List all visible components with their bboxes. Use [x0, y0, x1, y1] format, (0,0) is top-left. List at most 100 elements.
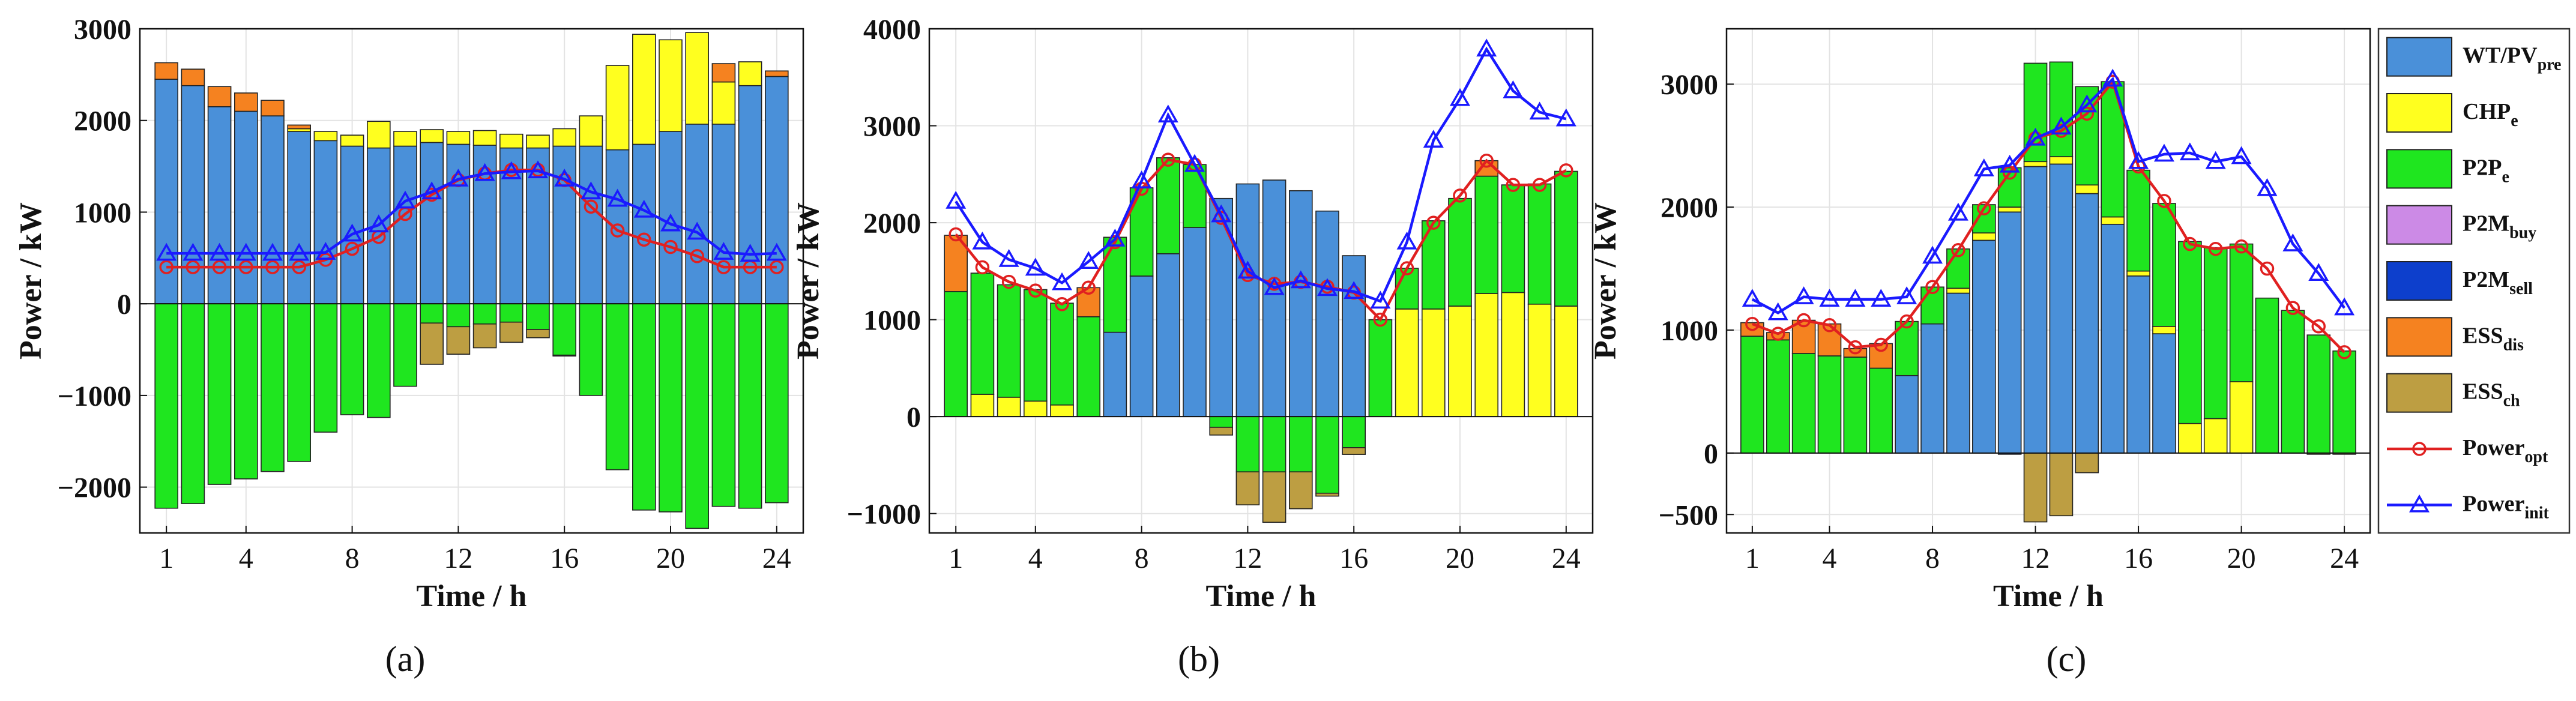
bar-segment-essc — [552, 354, 577, 357]
bar-segment-chp — [970, 394, 995, 417]
axes-frame — [928, 28, 1594, 534]
legend-label-sub: init — [2524, 504, 2549, 522]
marker-init — [766, 242, 787, 261]
bar-segment-wt — [1972, 239, 1996, 454]
marker-init — [1370, 290, 1391, 309]
x-tick-label: 24 — [2330, 543, 2359, 574]
y-tick-label: 0 — [1704, 438, 1718, 470]
legend-swatch-essc — [2386, 373, 2452, 413]
marker-opt — [1506, 178, 1521, 192]
bar-segment-chp — [1024, 400, 1048, 417]
bar-segment-p2p — [1024, 289, 1048, 402]
marker-opt — [1081, 280, 1096, 295]
legend-label-init: Powerinit — [2463, 491, 2550, 522]
marker-init — [1767, 302, 1788, 320]
bar-segment-p2p — [1209, 416, 1233, 428]
marker-init — [713, 242, 734, 260]
y-tick-label: 1000 — [1661, 315, 1718, 347]
x-tick-label: 1 — [159, 543, 173, 574]
legend-label-p2ms: P2Msell — [2463, 267, 2533, 298]
bar-segment-wt — [1289, 190, 1313, 417]
marker-init — [554, 168, 575, 187]
legend-label-sub: opt — [2524, 448, 2548, 466]
bar-segment-wt — [1895, 375, 1919, 454]
marker-init — [1529, 101, 1550, 120]
marker-init — [2205, 151, 2226, 169]
bar-segment-p2p — [1946, 248, 1970, 289]
bar-segment-chp — [1422, 308, 1446, 417]
marker-opt — [1559, 163, 1573, 178]
bar-segment-wt — [1156, 253, 1180, 417]
x-tick-label: 12 — [1233, 543, 1262, 574]
bar-segment-p2p — [234, 303, 258, 480]
marker-init — [1793, 286, 1814, 304]
marker-init — [687, 221, 708, 240]
bar-segment-chp — [393, 131, 417, 147]
bar-segment-wt — [2049, 163, 2074, 454]
marker-init — [262, 242, 283, 261]
legend-marker-init — [2409, 494, 2430, 513]
bar-segment-p2p — [2255, 297, 2279, 454]
marker-opt — [1848, 340, 1863, 355]
bar-segment-wt — [2152, 333, 2176, 454]
marker-init — [2025, 127, 2046, 146]
bar-segment-p2p — [1554, 170, 1578, 307]
bar-segment-chp — [499, 133, 523, 149]
bar-segment-chp — [1527, 303, 1552, 417]
legend-label-essd: ESSdis — [2463, 323, 2524, 354]
bar-segment-wt — [313, 140, 338, 304]
y-tick-label: 3000 — [863, 111, 921, 143]
legend-label-main: ESS — [2463, 323, 2503, 348]
bar-segment-p2p — [970, 272, 995, 395]
bar-segment-chp — [552, 128, 577, 147]
bar-segment-p2p — [313, 303, 338, 433]
legend-label-sub: e — [2502, 167, 2509, 186]
legend-swatch-chp — [2386, 93, 2452, 133]
marker-opt — [1925, 280, 1940, 294]
bar-segment-essc — [2075, 453, 2099, 474]
bar-segment-p2p — [2306, 334, 2331, 454]
x-tick-label: 12 — [444, 543, 472, 574]
bar-segment-p2p — [1766, 339, 1790, 454]
legend-label-sub: ch — [2503, 392, 2520, 411]
marker-init — [1503, 80, 1524, 98]
bar-segment-p2p — [2075, 86, 2099, 185]
bar-segment-chp — [738, 61, 762, 86]
bar-segment-wt — [1183, 227, 1207, 417]
marker-opt — [975, 260, 990, 275]
axes-frame — [1725, 28, 2371, 534]
marker-opt — [1532, 178, 1547, 192]
bar-segment-p2p — [765, 303, 789, 504]
bar-segment-p2p — [1050, 302, 1074, 406]
bar-segment-chp — [659, 39, 683, 132]
bar-segment-p2p — [1791, 353, 1816, 454]
legend-label-sub: sell — [2509, 280, 2533, 298]
bar-segment-p2p — [1262, 416, 1286, 473]
marker-init — [2102, 68, 2123, 87]
bar-segment-p2p — [1315, 416, 1339, 494]
legend-swatch-p2mb — [2386, 205, 2452, 245]
marker-opt — [2285, 301, 2300, 315]
bar-segment-p2p — [659, 303, 683, 513]
bar-segment-p2p — [2126, 169, 2150, 272]
x-tick-label: 8 — [1135, 543, 1149, 574]
bar-segment-wt — [181, 85, 205, 304]
bar-segment-p2p — [2203, 247, 2228, 420]
bar-segment-chp — [2178, 423, 2202, 454]
marker-init — [1947, 202, 1968, 221]
axes-frame — [139, 28, 804, 534]
marker-opt — [292, 260, 306, 274]
y-tick-label: 3000 — [1661, 69, 1718, 101]
y-tick-label: −500 — [1659, 499, 1718, 531]
marker-init — [1896, 286, 1917, 304]
marker-init — [633, 199, 654, 218]
legend-label-p2p: P2Pe — [2463, 155, 2509, 186]
marker-opt — [239, 260, 253, 274]
bar-segment-p2p — [1448, 197, 1472, 307]
marker-init — [394, 190, 416, 209]
bar-segment-p2p — [181, 303, 205, 504]
marker-init — [235, 242, 256, 261]
bar-segment-essd — [154, 62, 179, 80]
x-axis-label: Time / h — [417, 579, 527, 613]
marker-opt — [345, 241, 360, 256]
